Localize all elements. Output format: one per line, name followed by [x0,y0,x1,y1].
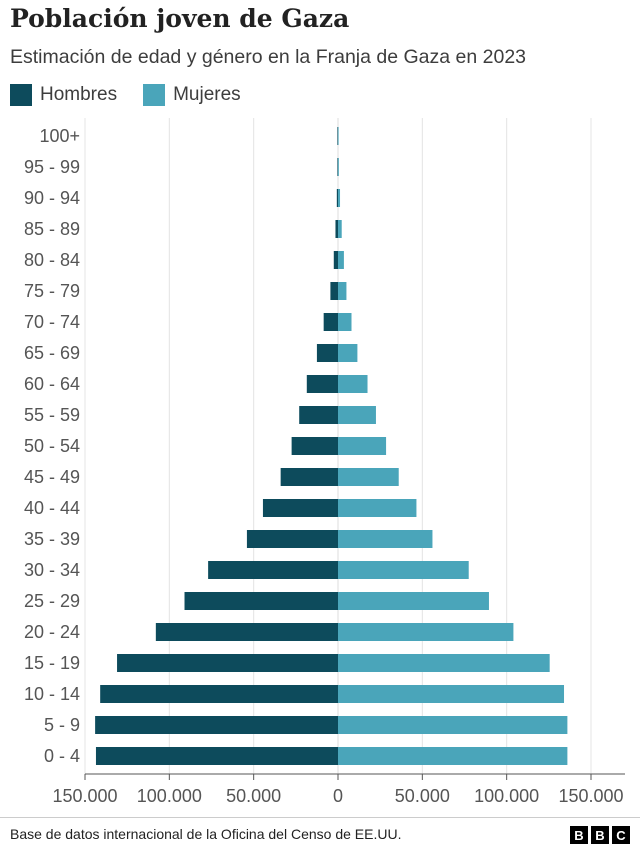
age-group-label: 70 - 74 [24,312,80,332]
age-group-label: 85 - 89 [24,219,80,239]
bar-mujeres [338,530,433,548]
age-group-label: 60 - 64 [24,374,80,394]
source-note: Base de datos internacional de la Oficin… [10,826,402,842]
bar-hombres [299,406,338,424]
bar-mujeres [338,251,344,269]
bar-hombres [117,654,339,672]
age-group-label: 90 - 94 [24,188,80,208]
bar-hombres [291,437,338,455]
age-group-label: 100+ [39,126,80,146]
bar-mujeres [338,406,376,424]
age-group-label: 40 - 44 [24,498,80,518]
legend-swatch-hombres [10,84,32,106]
bar-hombres [323,313,338,331]
bar-hombres [336,189,338,207]
bar-mujeres [338,282,347,300]
bar-hombres [100,685,339,703]
logo-letter: C [612,826,630,844]
bar-hombres [306,375,338,393]
age-group-label: 10 - 14 [24,684,80,704]
bar-hombres [184,592,338,610]
legend-label-hombres: Hombres [40,84,118,105]
bar-mujeres [338,437,387,455]
age-group-label: 5 - 9 [44,715,80,735]
bar-mujeres [338,375,368,393]
bbc-logo: B B C [567,826,630,844]
bar-mujeres [338,716,568,734]
x-tick-label: 50.000 [395,786,450,806]
legend-item-mujeres: Mujeres [143,84,241,106]
age-group-label: 55 - 59 [24,405,80,425]
bar-mujeres [338,654,550,672]
bar-hombres [337,158,338,176]
age-group-label: 65 - 69 [24,343,80,363]
bar-hombres [337,127,338,145]
x-tick-label: 150.000 [558,786,623,806]
bar-mujeres [338,468,399,486]
x-tick-label: 150.000 [52,786,117,806]
logo-letter: B [570,826,588,844]
x-tick-label: 100.000 [474,786,539,806]
bar-hombres [246,530,338,548]
bar-mujeres [338,344,358,362]
bar-mujeres [338,499,417,517]
bar-mujeres [338,561,469,579]
bar-mujeres [338,747,568,765]
x-tick-label: 50.000 [226,786,281,806]
age-group-label: 75 - 79 [24,281,80,301]
bar-mujeres [338,220,342,238]
bar-mujeres [338,623,514,641]
age-group-label: 95 - 99 [24,157,80,177]
bar-mujeres [338,592,489,610]
x-tick-label: 0 [333,786,343,806]
age-group-label: 50 - 54 [24,436,80,456]
bar-mujeres [338,127,339,145]
bar-hombres [280,468,338,486]
bar-hombres [335,220,338,238]
legend: Hombres Mujeres [10,84,267,106]
age-group-label: 30 - 34 [24,560,80,580]
age-group-label: 15 - 19 [24,653,80,673]
chart-title: Población joven de Gaza [10,4,350,33]
legend-label-mujeres: Mujeres [173,84,241,105]
bar-mujeres [338,158,339,176]
legend-item-hombres: Hombres [10,84,117,106]
bar-mujeres [338,189,341,207]
age-group-label: 25 - 29 [24,591,80,611]
age-group-label: 45 - 49 [24,467,80,487]
bar-hombres [95,716,339,734]
population-pyramid-chart: 100+ 95 - 99 90 - 94 85 - 89 80 - 84 75 - 79 7… [24,118,625,806]
bar-hombres [208,561,338,579]
bar-hombres [333,251,338,269]
x-tick-label: 100.000 [137,786,202,806]
age-group-label: 20 - 24 [24,622,80,642]
bar-hombres [155,623,338,641]
bar-hombres [316,344,338,362]
age-group-label: 35 - 39 [24,529,80,549]
chart-subtitle: Estimación de edad y género en la Franja… [10,46,527,68]
bar-mujeres [338,313,352,331]
age-group-label: 0 - 4 [44,746,80,766]
logo-letter: B [591,826,609,844]
footer-divider [0,817,640,818]
bar-hombres [262,499,338,517]
bar-mujeres [338,685,565,703]
age-group-label: 80 - 84 [24,250,80,270]
legend-swatch-mujeres [143,84,166,106]
bar-hombres [95,747,338,765]
bar-hombres [330,282,338,300]
